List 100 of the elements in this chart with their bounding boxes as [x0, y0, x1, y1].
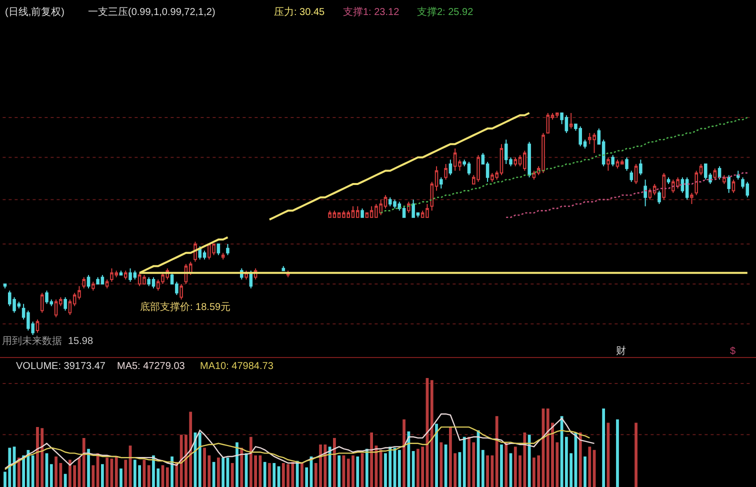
- bar: [296, 460, 299, 487]
- bar: [495, 416, 498, 487]
- bar: [236, 442, 238, 487]
- text: $: [730, 346, 736, 357]
- candlestick: [625, 156, 628, 172]
- candlestick: [732, 179, 736, 194]
- bar: [440, 442, 443, 487]
- candlestick: [514, 156, 518, 167]
- text: 压力: 30.45: [274, 6, 326, 18]
- text: MA5: 47279.03: [117, 361, 186, 372]
- bar: [272, 463, 276, 487]
- bar: [124, 460, 128, 487]
- bar: [338, 455, 341, 487]
- bar: [92, 465, 95, 487]
- bar: [412, 451, 415, 487]
- candlestick: [569, 112, 573, 130]
- text: 15.98: [68, 336, 94, 347]
- bar: [402, 419, 406, 487]
- candlestick: [180, 283, 183, 300]
- candlestick: [722, 174, 726, 185]
- bar: [222, 458, 225, 487]
- bar: [268, 463, 271, 487]
- candlestick: [105, 279, 109, 289]
- bar: [305, 467, 308, 487]
- bar: [50, 464, 53, 487]
- bar: [217, 458, 220, 487]
- candlestick: [644, 179, 647, 207]
- candlestick: [546, 112, 550, 134]
- candlestick: [124, 270, 128, 280]
- candlestick: [727, 174, 730, 194]
- bar: [578, 432, 582, 487]
- candlestick: [634, 164, 638, 185]
- bar: [198, 432, 202, 487]
- bar: [500, 444, 503, 487]
- bar: [584, 456, 586, 487]
- candlestick: [86, 274, 90, 289]
- candlestick: [119, 270, 123, 276]
- bar: [407, 431, 410, 487]
- candlestick: [82, 276, 86, 289]
- candlestick: [40, 292, 44, 314]
- bar: [87, 448, 90, 487]
- bar: [462, 436, 466, 487]
- bar: [82, 438, 86, 487]
- bar: [616, 419, 619, 487]
- candlestick: [360, 208, 364, 218]
- candlestick: [666, 176, 670, 185]
- bar: [101, 464, 104, 487]
- text: 支撑1: 23.12: [343, 6, 400, 18]
- candlestick: [713, 168, 717, 180]
- bar: [379, 450, 382, 487]
- text: 用到未来数据: [2, 335, 62, 347]
- candlestick: [92, 281, 95, 292]
- candlestick: [282, 266, 286, 272]
- bar: [147, 465, 150, 487]
- bar: [114, 456, 118, 487]
- bar: [634, 422, 638, 487]
- candlestick: [532, 170, 536, 180]
- bar: [300, 463, 304, 487]
- text: MA10: 47984.73: [200, 361, 274, 372]
- chart-title: (日线,前复权): [5, 6, 64, 18]
- candlestick: [528, 141, 531, 178]
- bar: [528, 434, 531, 487]
- chart-subtitle: 一支三压(0.99,1,0.99,72,1,2): [88, 6, 216, 18]
- candlestick: [639, 159, 642, 176]
- candlestick: [658, 190, 661, 205]
- bar: [398, 450, 401, 487]
- bar: [333, 438, 336, 487]
- bar: [64, 474, 67, 487]
- bar: [120, 468, 122, 487]
- candlestick: [216, 243, 220, 256]
- chart-title: VOLUME: 39173.47: [16, 361, 106, 372]
- candlestick: [198, 246, 202, 260]
- candlestick: [662, 172, 666, 200]
- bar: [17, 458, 20, 487]
- bar: [170, 456, 174, 487]
- candlestick: [226, 243, 230, 256]
- bar: [356, 456, 360, 487]
- candlestick: [440, 176, 443, 189]
- bar: [106, 458, 109, 487]
- candlestick: [611, 154, 614, 167]
- bar: [240, 448, 244, 487]
- candlestick: [630, 170, 634, 182]
- bar: [166, 467, 169, 487]
- candlestick: [736, 170, 740, 180]
- candlestick: [685, 176, 689, 200]
- candlestick: [221, 252, 225, 260]
- candlestick: [606, 156, 610, 172]
- candlestick: [3, 283, 7, 289]
- bar: [31, 455, 34, 487]
- candlestick: [690, 192, 694, 205]
- candlestick: [448, 159, 452, 176]
- bar: [435, 424, 438, 487]
- bar: [486, 455, 489, 487]
- candlestick: [36, 318, 40, 334]
- candlestick: [407, 201, 410, 214]
- candlestick: [64, 296, 67, 312]
- bar: [504, 442, 508, 487]
- candlestick: [620, 159, 624, 165]
- bar: [370, 432, 373, 487]
- bar: [430, 380, 434, 487]
